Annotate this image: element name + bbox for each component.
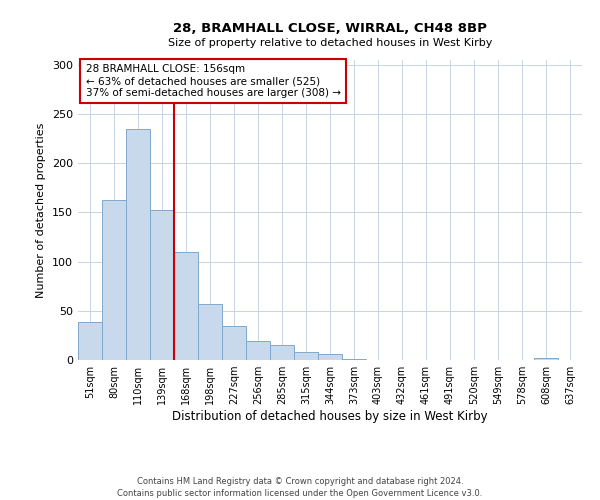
Bar [342, 359, 366, 360]
Text: 28, BRAMHALL CLOSE, WIRRAL, CH48 8BP: 28, BRAMHALL CLOSE, WIRRAL, CH48 8BP [173, 22, 487, 36]
Text: Contains HM Land Registry data © Crown copyright and database right 2024.: Contains HM Land Registry data © Crown c… [137, 478, 463, 486]
Text: Size of property relative to detached houses in West Kirby: Size of property relative to detached ho… [168, 38, 492, 48]
Bar [270, 345, 294, 360]
Bar [102, 200, 126, 360]
Bar [318, 354, 342, 360]
X-axis label: Distribution of detached houses by size in West Kirby: Distribution of detached houses by size … [172, 410, 488, 423]
Bar [174, 252, 198, 360]
Bar [126, 129, 150, 360]
Text: Contains public sector information licensed under the Open Government Licence v3: Contains public sector information licen… [118, 489, 482, 498]
Bar [222, 326, 246, 360]
Bar [78, 322, 102, 360]
Bar [246, 342, 270, 360]
Bar [294, 352, 318, 360]
Bar [198, 304, 222, 360]
Bar [534, 358, 558, 360]
Bar [150, 210, 174, 360]
Y-axis label: Number of detached properties: Number of detached properties [37, 122, 46, 298]
Text: 28 BRAMHALL CLOSE: 156sqm
← 63% of detached houses are smaller (525)
37% of semi: 28 BRAMHALL CLOSE: 156sqm ← 63% of detac… [86, 64, 341, 98]
